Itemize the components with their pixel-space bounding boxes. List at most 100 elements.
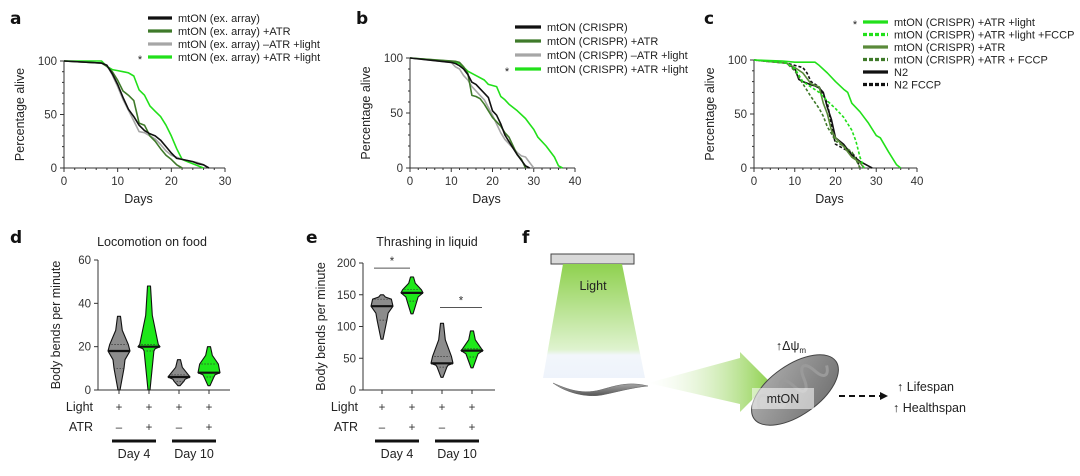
membrane-potential-subscript: m <box>799 346 806 355</box>
x-axis-label: Days <box>124 192 152 206</box>
panel-e-violin-chart: Thrashing in liquid 0 50 100 150 200 Body bend… <box>314 235 495 461</box>
chart-title: Thrashing in liquid <box>376 235 477 249</box>
survival-curve <box>63 60 183 169</box>
atr-condition: – <box>176 422 183 434</box>
legend-label: mtON (CRISPR) +ATR +light <box>894 17 1035 29</box>
significance-star: * <box>459 295 464 307</box>
y-tick-label: 50 <box>343 353 356 365</box>
x-tick-label: 20 <box>165 176 178 188</box>
panel-c-survival-chart: 0 50 100 0 10 20 30 40 Days Percentage alive mtON … <box>703 17 1074 206</box>
x-tick-label: 20 <box>829 176 842 188</box>
violin-body <box>400 276 424 315</box>
y-axis-label: Percentage alive <box>13 68 27 161</box>
atr-condition: + <box>469 422 476 434</box>
y-tick-label: 50 <box>734 109 747 121</box>
survival-curve <box>64 60 204 169</box>
day-label: Day 10 <box>174 447 214 461</box>
y-tick-label: 0 <box>741 163 747 175</box>
atr-condition: + <box>409 422 416 434</box>
panel-label-a: a <box>10 9 21 29</box>
light-source <box>550 253 635 265</box>
legend-label: mtON (ex. array) <box>178 13 260 25</box>
panel-label-f: f <box>522 228 530 248</box>
legend-label: mtON (CRISPR) +ATR <box>547 36 658 48</box>
light-condition: + <box>116 402 123 414</box>
mtON-label: mtON <box>767 392 800 406</box>
x-tick-label: 0 <box>61 176 67 188</box>
x-axis-label: Days <box>472 192 500 206</box>
panel-b-survival-chart: 0 50 100 0 10 20 30 40 Days Percentage alive mtON … <box>359 22 688 206</box>
violin-body <box>137 285 161 391</box>
panel-f-diagram: Light mtON ↑Δψm ↑ Lifespan ↑ Healthspan <box>543 253 966 426</box>
y-tick-label: 0 <box>85 385 91 397</box>
x-tick-label: 0 <box>407 176 413 188</box>
survival-curve <box>753 59 861 169</box>
light-condition: + <box>176 402 183 414</box>
y-tick-label: 60 <box>78 255 91 267</box>
x-tick-label: 40 <box>911 176 924 188</box>
light-label: Light <box>579 279 607 293</box>
atr-condition: + <box>206 422 213 434</box>
x-tick-label: 20 <box>486 176 499 188</box>
y-tick-label: 100 <box>728 55 747 67</box>
legend-label: mtON (ex. array) +ATR +light <box>178 52 320 64</box>
survival-curve <box>753 59 873 169</box>
y-axis-label: Body bends per minute <box>314 262 328 391</box>
light-condition: + <box>409 402 416 414</box>
y-tick-label: 20 <box>78 342 91 354</box>
survival-curve <box>409 57 535 169</box>
legend-label: mtON (CRISPR) +ATR + FCCP <box>894 55 1048 67</box>
x-tick-label: 10 <box>788 176 801 188</box>
x-tick-label: 40 <box>569 176 582 188</box>
survival-curve <box>63 60 210 169</box>
survival-curve <box>409 57 563 169</box>
atr-condition: – <box>379 422 386 434</box>
light-condition: + <box>206 402 213 414</box>
day-label: Day 4 <box>381 447 414 461</box>
membrane-potential-label: ↑Δψm <box>776 339 807 355</box>
significance-star: * <box>138 54 143 66</box>
x-tick-label: 10 <box>445 176 458 188</box>
survival-curve <box>753 59 865 169</box>
y-tick-label: 0 <box>397 163 403 175</box>
panel-label-c: c <box>704 9 714 29</box>
legend-label: mtON (CRISPR) +ATR <box>894 42 1005 54</box>
y-tick-label: 100 <box>384 53 403 65</box>
violin-body <box>370 294 394 340</box>
violin-body <box>460 330 484 369</box>
panel-label-e: e <box>306 228 318 248</box>
survival-curve <box>753 59 861 169</box>
panel-d-violin-chart: Locomotion on food 0 20 40 60 Body bends per … <box>49 235 230 461</box>
x-tick-label: 30 <box>527 176 540 188</box>
violin-body <box>197 346 221 387</box>
y-tick-label: 100 <box>337 322 356 334</box>
x-axis-label: Days <box>815 192 843 206</box>
legend-label: N2 FCCP <box>894 80 941 92</box>
green-arrow <box>648 352 770 412</box>
atr-condition: – <box>116 422 123 434</box>
row-label-atr: ATR <box>334 420 358 434</box>
atr-condition: + <box>146 422 153 434</box>
x-tick-label: 30 <box>870 176 883 188</box>
legend-label: mtON (CRISPR) –ATR +light <box>547 50 688 62</box>
light-condition: + <box>439 402 446 414</box>
y-tick-label: 40 <box>78 298 91 310</box>
day-label: Day 4 <box>118 447 151 461</box>
light-condition: + <box>469 402 476 414</box>
violin-body <box>107 315 131 391</box>
mtON-band <box>752 388 814 409</box>
panel-a-survival-chart: 0 50 100 0 10 20 30 Days Percentage alive mtON (e… <box>13 13 320 206</box>
legend-label: N2 <box>894 67 908 79</box>
x-tick-label: 0 <box>751 176 757 188</box>
survival-curve <box>753 59 902 169</box>
survival-curve <box>753 59 865 169</box>
y-tick-label: 150 <box>337 290 356 302</box>
chart-title: Locomotion on food <box>97 235 207 249</box>
y-axis-label: Percentage alive <box>703 67 717 160</box>
y-tick-label: 50 <box>390 108 403 120</box>
y-tick-label: 0 <box>51 163 57 175</box>
row-label-atr: ATR <box>69 420 93 434</box>
legend-label: mtON (CRISPR) <box>547 22 628 34</box>
dashed-arrow-head <box>880 392 888 400</box>
row-label-light: Light <box>331 400 359 414</box>
